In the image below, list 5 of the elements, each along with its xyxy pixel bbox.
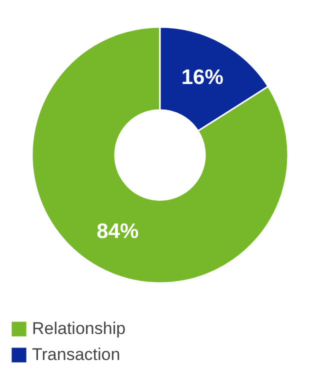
data-label: 84% bbox=[96, 220, 139, 244]
legend-label: Relationship bbox=[32, 319, 126, 338]
donut-slice bbox=[31, 26, 289, 284]
legend-label: Transaction bbox=[32, 345, 120, 364]
data-label: 16% bbox=[181, 66, 224, 89]
